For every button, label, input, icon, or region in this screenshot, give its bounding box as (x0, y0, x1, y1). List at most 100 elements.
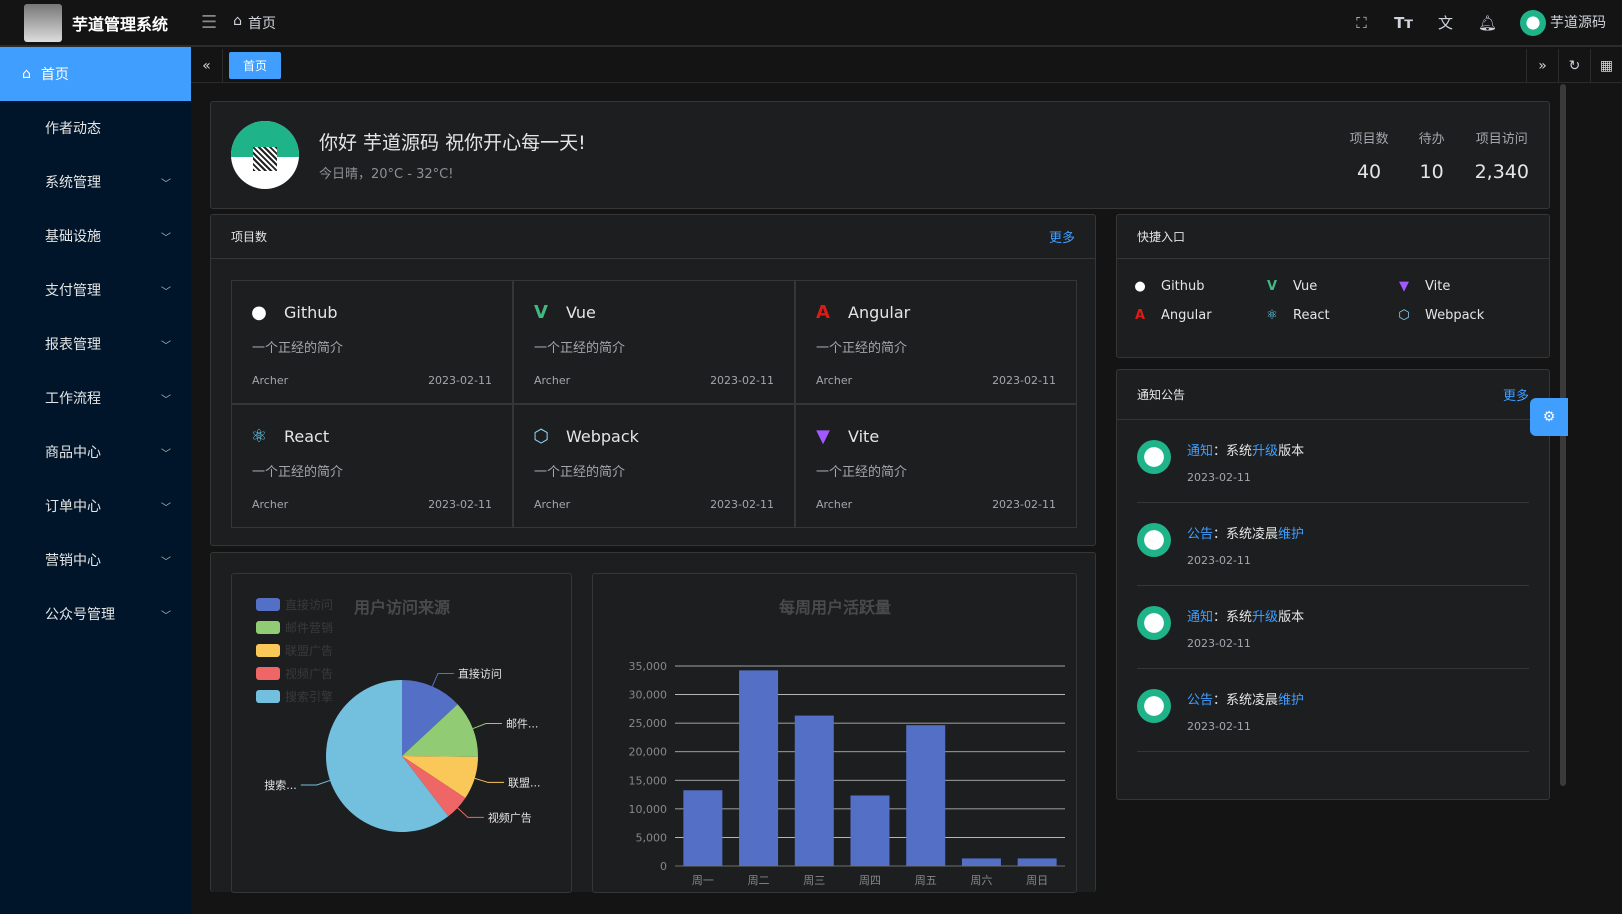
quick-title: 快捷入口 (1137, 230, 1186, 244)
quick-entry-label: Github (1161, 279, 1205, 294)
x-tick-label: 周六 (970, 874, 992, 887)
notice-more-link[interactable]: 更多 (1502, 389, 1529, 404)
quick-entry-label: React (1293, 308, 1330, 323)
x-tick-label: 周日 (1026, 874, 1048, 887)
y-tick-label: 15,000 (629, 774, 668, 787)
label-line (431, 672, 454, 687)
quick-entry-label: Webpack (1425, 308, 1485, 323)
slice-label: 搜索... (264, 778, 297, 792)
project-name: Webpack (566, 426, 639, 446)
x-tick-label: 周二 (748, 874, 770, 887)
bar (906, 725, 946, 866)
legend-swatch (256, 667, 280, 680)
project-card[interactable]: ⬡ Webpack 一个正经的简介 Archer 2023-02-11 (513, 404, 795, 528)
quick-entry[interactable]: ⚛ React (1263, 308, 1395, 323)
sidebar-item-label: 系统管理 (45, 175, 101, 191)
project-desc: 一个正经的简介 (816, 465, 908, 480)
notice-item[interactable]: 通知：系统升级版本 2023-02-11 (1137, 586, 1529, 669)
font-size-icon[interactable]: Tт (1394, 13, 1414, 32)
legend-swatch (256, 644, 280, 657)
quick-entry[interactable]: A Angular (1131, 308, 1263, 323)
project-desc: 一个正经的简介 (534, 465, 626, 480)
notice-item[interactable]: 公告：系统凌晨维护 2023-02-11 (1137, 669, 1529, 752)
bell-icon[interactable]: 🔔︎ (1478, 13, 1498, 32)
notice-card: 通知公告 更多 通知：系统升级版本 2023-02-11 公告：系统凌晨维护 2023-… (1116, 369, 1550, 800)
github-icon: ● (1134, 279, 1146, 294)
notice-item[interactable]: 通知：系统升级版本 2023-02-11 (1137, 420, 1529, 503)
sidebar-item[interactable]: 系统管理 ﹀ (0, 155, 191, 209)
sidebar-item[interactable]: 工作流程 ﹀ (0, 371, 191, 425)
y-tick-label: 30,000 (629, 689, 668, 702)
projects-card: 项目数 更多 ● Github 一个正经的简介 Archer 2023-02-11 V Vue… (210, 214, 1096, 546)
sidebar-item[interactable]: 基础设施 ﹀ (0, 209, 191, 263)
sidebar-item-label: 报表管理 (45, 337, 101, 353)
grid-menu-button[interactable]: ▦ (1590, 48, 1622, 83)
sidebar-item[interactable]: 订单中心 ﹀ (0, 479, 191, 533)
quick-entry[interactable]: ● Github (1131, 279, 1263, 294)
quick-entry-label: Vue (1293, 279, 1318, 294)
sidebar-item[interactable]: 商品中心 ﹀ (0, 425, 191, 479)
sidebar: ⌂ 首页 作者动态 系统管理 ﹀ 基础设施 ﹀ 支付管理 ﹀ 报表管理 ﹀ 工作流程 ﹀ 商品中心 ﹀ 订单中… (0, 47, 191, 914)
project-author: Archer (816, 498, 853, 511)
project-date: 2023-02-11 (992, 374, 1056, 387)
sidebar-item[interactable]: 报表管理 ﹀ (0, 317, 191, 371)
sidebar-item-label: 支付管理 (45, 283, 101, 299)
refresh-button[interactable]: ↻ (1558, 48, 1590, 83)
tab-home[interactable]: 首页 (229, 52, 282, 79)
pie-slice (402, 680, 458, 756)
project-name: Vite (848, 426, 880, 446)
projects-more-link[interactable]: 更多 (1048, 231, 1075, 246)
sidebar-item[interactable]: ⌂ 首页 (0, 47, 191, 101)
translate-icon[interactable]: 文 (1438, 14, 1454, 32)
fullscreen-icon[interactable]: ⛶ (1356, 13, 1367, 32)
x-tick-label: 周三 (803, 874, 825, 887)
chevron-down-icon: ﹀ (161, 340, 171, 352)
sidebar-item-label: 营销中心 (45, 553, 101, 569)
avatar (1519, 9, 1546, 36)
breadcrumb-home[interactable]: 首页 (248, 15, 277, 32)
greeting: 你好 芋道源码 祝你开心每一天! (319, 132, 586, 154)
home-icon: ⌂ (22, 66, 31, 82)
bar (1017, 858, 1057, 866)
project-author: Archer (534, 498, 571, 511)
project-name: Angular (848, 302, 911, 322)
quick-entry[interactable]: V Vue (1263, 279, 1395, 294)
settings-gear-button[interactable]: ⚙ (1530, 398, 1568, 436)
bar (794, 715, 834, 866)
sidebar-item-label: 工作流程 (45, 391, 101, 407)
project-name: Vue (566, 302, 596, 322)
label-line (472, 723, 502, 730)
label-line (457, 807, 484, 818)
sidebar-item[interactable]: 营销中心 ﹀ (0, 533, 191, 587)
quick-entry[interactable]: ⬡ Webpack (1395, 308, 1527, 323)
webpack-icon: ⬡ (533, 425, 549, 447)
scroll-left-button[interactable]: « (191, 48, 223, 83)
y-tick-label: 20,000 (629, 746, 668, 759)
project-card[interactable]: ⚛ React 一个正经的简介 Archer 2023-02-11 (231, 404, 513, 528)
sidebar-item[interactable]: 作者动态 (0, 101, 191, 155)
app-logo[interactable]: 芋道管理系统 (0, 3, 191, 42)
project-desc: 一个正经的简介 (252, 341, 344, 356)
y-tick-label: 10,000 (629, 803, 668, 816)
project-author: Archer (252, 498, 289, 511)
chevron-down-icon: ﹀ (161, 232, 171, 244)
sidebar-item[interactable]: 支付管理 ﹀ (0, 263, 191, 317)
chart-title: 每周用户活跃量 (779, 598, 891, 617)
y-tick-label: 35,000 (629, 660, 668, 673)
project-card[interactable]: A Angular 一个正经的简介 Archer 2023-02-11 (795, 280, 1077, 404)
notice-item[interactable]: 公告：系统凌晨维护 2023-02-11 (1137, 503, 1529, 586)
slice-label: 联盟... (508, 776, 541, 789)
menu-toggle-icon[interactable]: ☰ (201, 12, 218, 33)
project-card[interactable]: ▼ Vite 一个正经的简介 Archer 2023-02-11 (795, 404, 1077, 528)
sidebar-item[interactable]: 公众号管理 ﹀ (0, 587, 191, 641)
user-menu[interactable]: 芋道源码 (1519, 9, 1606, 36)
scroll-right-button[interactable]: » (1526, 48, 1558, 83)
project-desc: 一个正经的简介 (252, 465, 344, 480)
legend-swatch (256, 621, 280, 634)
project-card[interactable]: V Vue 一个正经的简介 Archer 2023-02-11 (513, 280, 795, 404)
project-card[interactable]: ● Github 一个正经的简介 Archer 2023-02-11 (231, 280, 513, 404)
notice-date: 2023-02-11 (1187, 720, 1251, 733)
quick-entry[interactable]: ▼ Vite (1395, 279, 1527, 294)
vue-icon: V (1266, 279, 1278, 294)
stats: 项目数 40 待办 10 项目访问 2,340 (1350, 128, 1529, 183)
